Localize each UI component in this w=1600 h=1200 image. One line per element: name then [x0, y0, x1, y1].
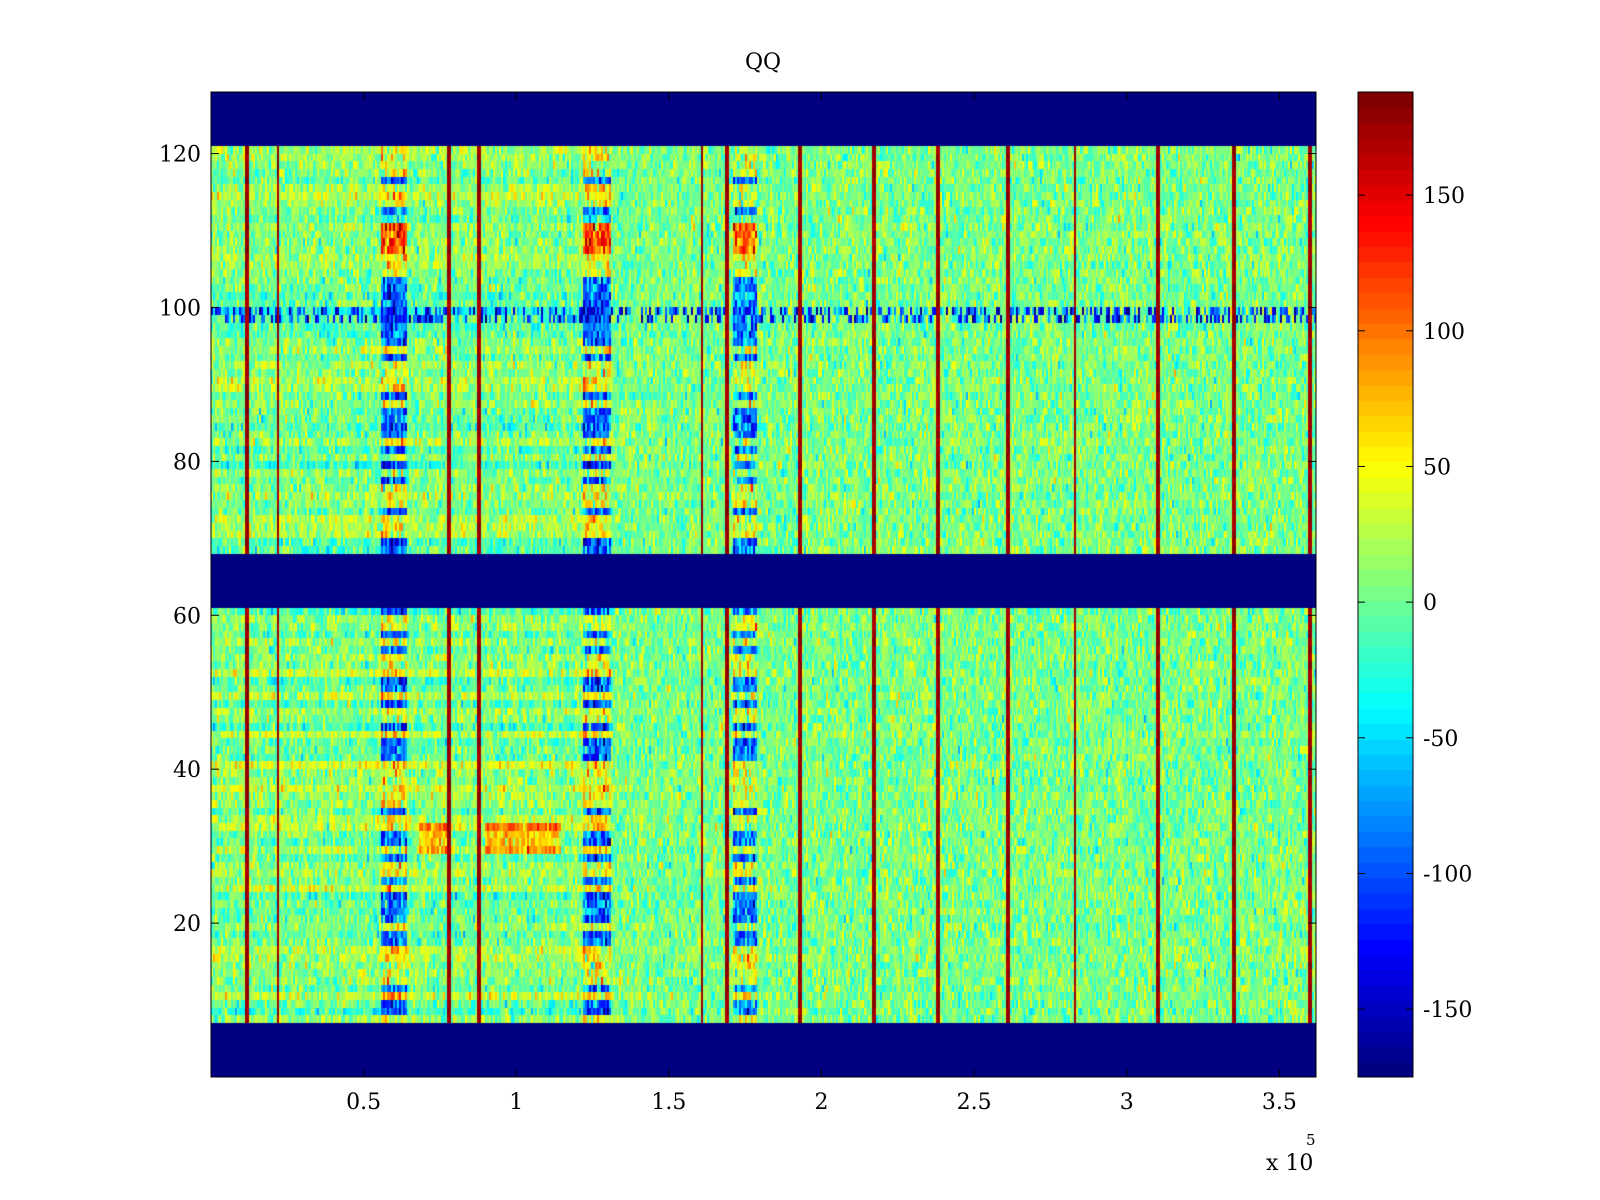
x-multiplier-exponent: 5 — [1306, 1131, 1316, 1149]
x-tick-label: 2.5 — [957, 1090, 992, 1115]
y-tick-label: 20 — [173, 912, 201, 937]
x-tick-label: 1.5 — [651, 1090, 686, 1115]
plot-area-frame — [210, 91, 1317, 1078]
colorbar-tick-label: 100 — [1423, 320, 1465, 345]
x-tick-label: 0.5 — [346, 1090, 381, 1115]
y-tick-label: 100 — [159, 296, 201, 321]
x-axis-multiplier: x 10 5 — [1266, 1131, 1316, 1176]
colorbar-tick-label: 50 — [1423, 455, 1451, 480]
y-tick-label: 40 — [173, 758, 201, 783]
y-axis: 20 40 60 80 100 120 — [159, 143, 1316, 937]
colorbar-tick-label: -100 — [1423, 862, 1472, 887]
x-tick-label: 1 — [509, 1090, 523, 1115]
colorbar-tick-label: -150 — [1423, 998, 1472, 1023]
y-tick-label: 60 — [173, 604, 201, 629]
colorbar-image — [1358, 92, 1413, 1077]
x-tick-label: 3.5 — [1262, 1090, 1297, 1115]
colorbar-tick-label: -50 — [1423, 727, 1458, 752]
colorbar-axis: -150 -100 -50 0 50 100 150 — [1358, 184, 1472, 1023]
y-tick-label: 120 — [159, 143, 201, 168]
x-axis: 0.5 1 1.5 2 2.5 3 3.5 — [346, 92, 1297, 1115]
x-tick-label: 3 — [1120, 1090, 1134, 1115]
chart-title: QQ — [745, 50, 781, 75]
x-tick-label: 2 — [814, 1090, 828, 1115]
x-multiplier-base: x 10 — [1266, 1151, 1313, 1176]
colorbar-tick-label: 0 — [1423, 591, 1437, 616]
heatmap-image — [211, 92, 1316, 1077]
colorbar-frame — [1357, 91, 1414, 1078]
y-tick-label: 80 — [173, 450, 201, 475]
colorbar-tick-label: 150 — [1423, 184, 1465, 209]
